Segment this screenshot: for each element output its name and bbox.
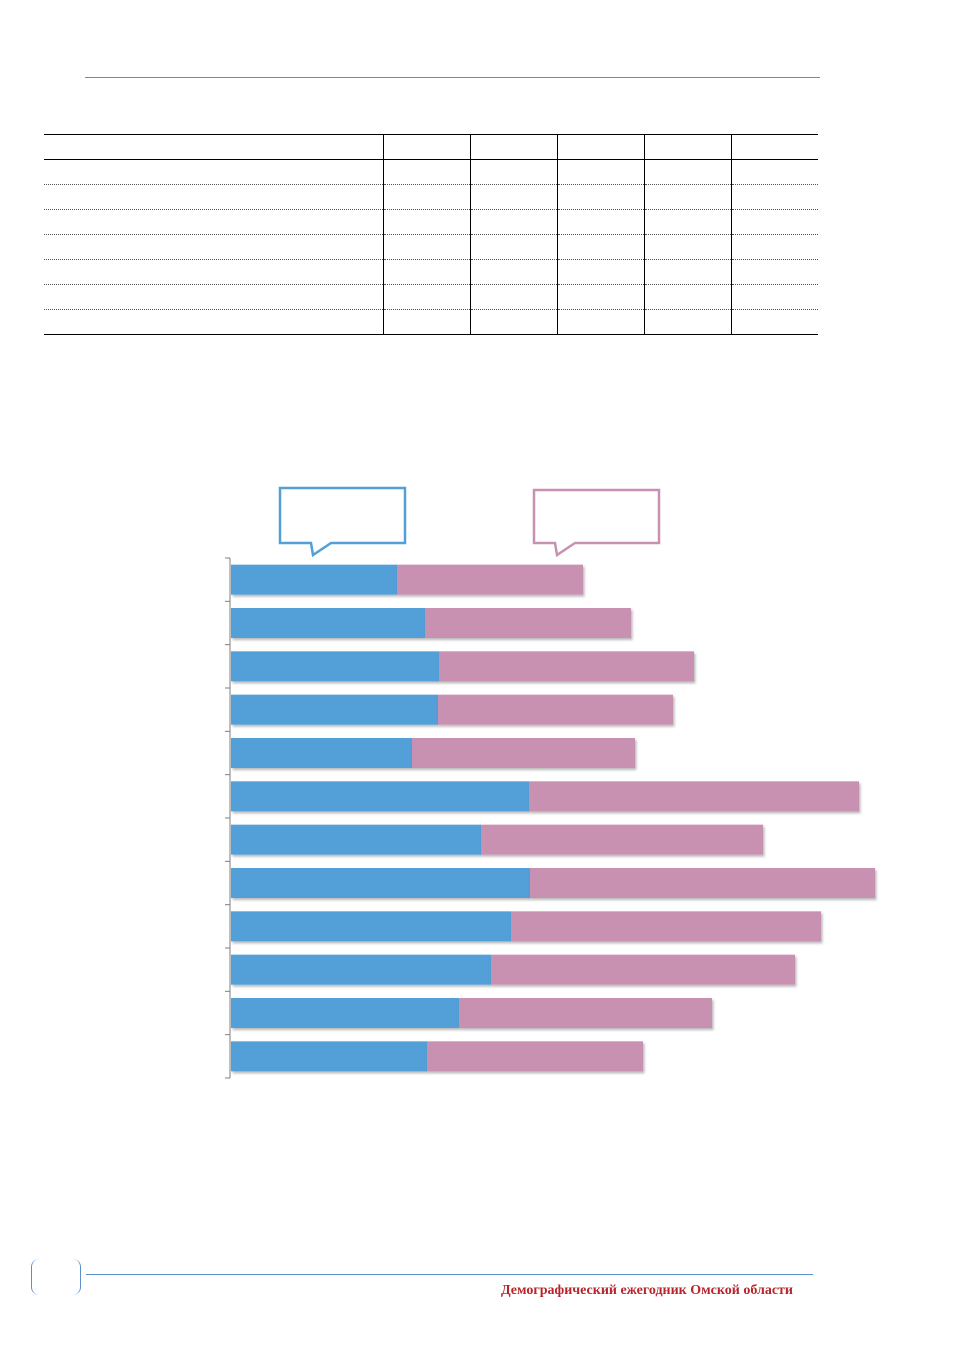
table-cell — [469, 234, 557, 260]
table-cell — [556, 209, 644, 235]
table-header-cell — [556, 134, 644, 160]
table-cell — [643, 159, 731, 185]
bar-series-2 — [459, 998, 712, 1028]
table-cell — [44, 309, 383, 335]
bar-series-1 — [231, 824, 481, 855]
table-cell — [382, 234, 470, 260]
bar-series-1 — [231, 1041, 427, 1072]
bar-series-2 — [439, 651, 694, 682]
table-row — [44, 234, 818, 260]
legend-callout-series-2 — [532, 488, 661, 558]
table-cell — [730, 234, 818, 260]
table-cell — [556, 234, 644, 260]
bar-series-2 — [530, 868, 875, 898]
table-row — [44, 284, 818, 310]
table-header-cell — [643, 134, 731, 160]
table-cell — [469, 184, 557, 210]
bar-series-1 — [231, 954, 491, 985]
table-cell — [382, 209, 470, 235]
table-cell — [382, 309, 470, 335]
table-cell — [730, 259, 818, 285]
table-cell — [44, 209, 383, 235]
bar-series-2 — [427, 1041, 643, 1072]
page-number-bracket — [31, 1259, 81, 1295]
legend-callout-series-1 — [278, 486, 407, 558]
table-cell — [469, 309, 557, 335]
table-cell — [730, 159, 818, 185]
bar-series-2 — [511, 911, 821, 942]
bar-series-1 — [231, 694, 438, 725]
footer-title: Демографический ежегодник Омской области — [501, 1283, 793, 1298]
stacked-bar-chart — [225, 486, 875, 1079]
bar-series-1 — [231, 781, 529, 812]
bar-series-2 — [438, 694, 673, 725]
bar-series-2 — [397, 564, 583, 595]
table-cell — [730, 209, 818, 235]
table-cell — [643, 259, 731, 285]
footer-rule — [86, 1274, 813, 1275]
table-cell — [469, 259, 557, 285]
table-row — [44, 184, 818, 210]
table-row — [44, 309, 818, 335]
bar-series-1 — [231, 911, 511, 942]
table-row — [44, 259, 818, 285]
table-header-cell — [382, 134, 470, 160]
table-cell — [643, 284, 731, 310]
table-cell — [643, 234, 731, 260]
table-cell — [44, 184, 383, 210]
bar-series-2 — [425, 608, 631, 638]
table-cell — [556, 159, 644, 185]
table-header-cell — [730, 134, 818, 160]
table-cell — [382, 259, 470, 285]
table-cell — [643, 209, 731, 235]
bar-series-2 — [412, 738, 635, 768]
table-cell — [643, 184, 731, 210]
table-cell — [382, 284, 470, 310]
table-cell — [44, 259, 383, 285]
bar-series-2 — [481, 824, 763, 855]
table-cell — [556, 309, 644, 335]
table-cell — [556, 184, 644, 210]
table-header-cell — [469, 134, 557, 160]
table-row — [44, 209, 818, 235]
table-cell — [469, 159, 557, 185]
bar-series-1 — [231, 998, 459, 1028]
bar-series-1 — [231, 608, 425, 638]
table-cell — [643, 309, 731, 335]
bar-series-1 — [231, 868, 530, 898]
bar-series-1 — [231, 651, 439, 682]
table-cell — [44, 159, 383, 185]
table-header-row — [44, 134, 818, 160]
table-cell — [556, 284, 644, 310]
bar-series-2 — [491, 954, 795, 985]
bar-series-1 — [231, 564, 397, 595]
table-cell — [730, 309, 818, 335]
table-cell — [730, 184, 818, 210]
table-cell — [556, 259, 644, 285]
table-cell — [44, 234, 383, 260]
table-cell — [382, 184, 470, 210]
table-cell — [469, 209, 557, 235]
table-header-cell — [44, 134, 383, 160]
data-table — [44, 134, 818, 335]
table-cell — [44, 284, 383, 310]
bar-series-1 — [231, 738, 412, 768]
table-cell — [382, 159, 470, 185]
table-cell — [469, 284, 557, 310]
header-rule — [85, 77, 820, 78]
table-cell — [730, 284, 818, 310]
table-row — [44, 159, 818, 185]
bar-series-2 — [529, 781, 859, 812]
